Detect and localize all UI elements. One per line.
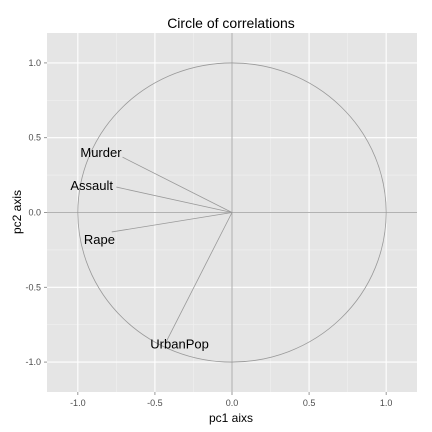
x-tick-label: -0.5	[147, 398, 163, 408]
variable-label-urbanpop: UrbanPop	[150, 337, 209, 352]
variable-label-rape: Rape	[84, 232, 115, 247]
y-tick-label: 0.5	[28, 133, 41, 143]
vector-assault	[116, 186, 233, 213]
variable-label-assault: Assault	[70, 178, 113, 193]
x-tick-label: -1.0	[70, 398, 86, 408]
y-axis-ticks: -1.0 -0.5 0.0 0.5 1.0	[25, 58, 47, 367]
x-axis-title: pc1 aixs	[209, 411, 253, 425]
unit-circle	[77, 62, 387, 363]
x-tick-label: 0.5	[303, 398, 316, 408]
y-axis-title: pc2 axis	[10, 190, 24, 234]
x-tick-label: 0.0	[226, 398, 239, 408]
x-tick-label: 1.0	[380, 398, 393, 408]
x-axis-ticks: -1.0 -0.5 0.0 0.5 1.0	[70, 392, 392, 408]
y-tick-label: -1.0	[25, 357, 41, 367]
variable-labels: Murder Assault Rape UrbanPop	[70, 145, 208, 351]
vector-urbanpop	[165, 212, 233, 343]
y-tick-label: -0.5	[25, 282, 41, 292]
y-tick-label: 0.0	[28, 208, 41, 218]
vector-rape	[111, 212, 233, 233]
vector-murder	[122, 156, 233, 213]
variable-label-murder: Murder	[80, 145, 122, 160]
chart-title: Circle of correlations	[167, 15, 295, 31]
variable-vectors	[111, 156, 233, 343]
y-tick-label: 1.0	[28, 58, 41, 68]
